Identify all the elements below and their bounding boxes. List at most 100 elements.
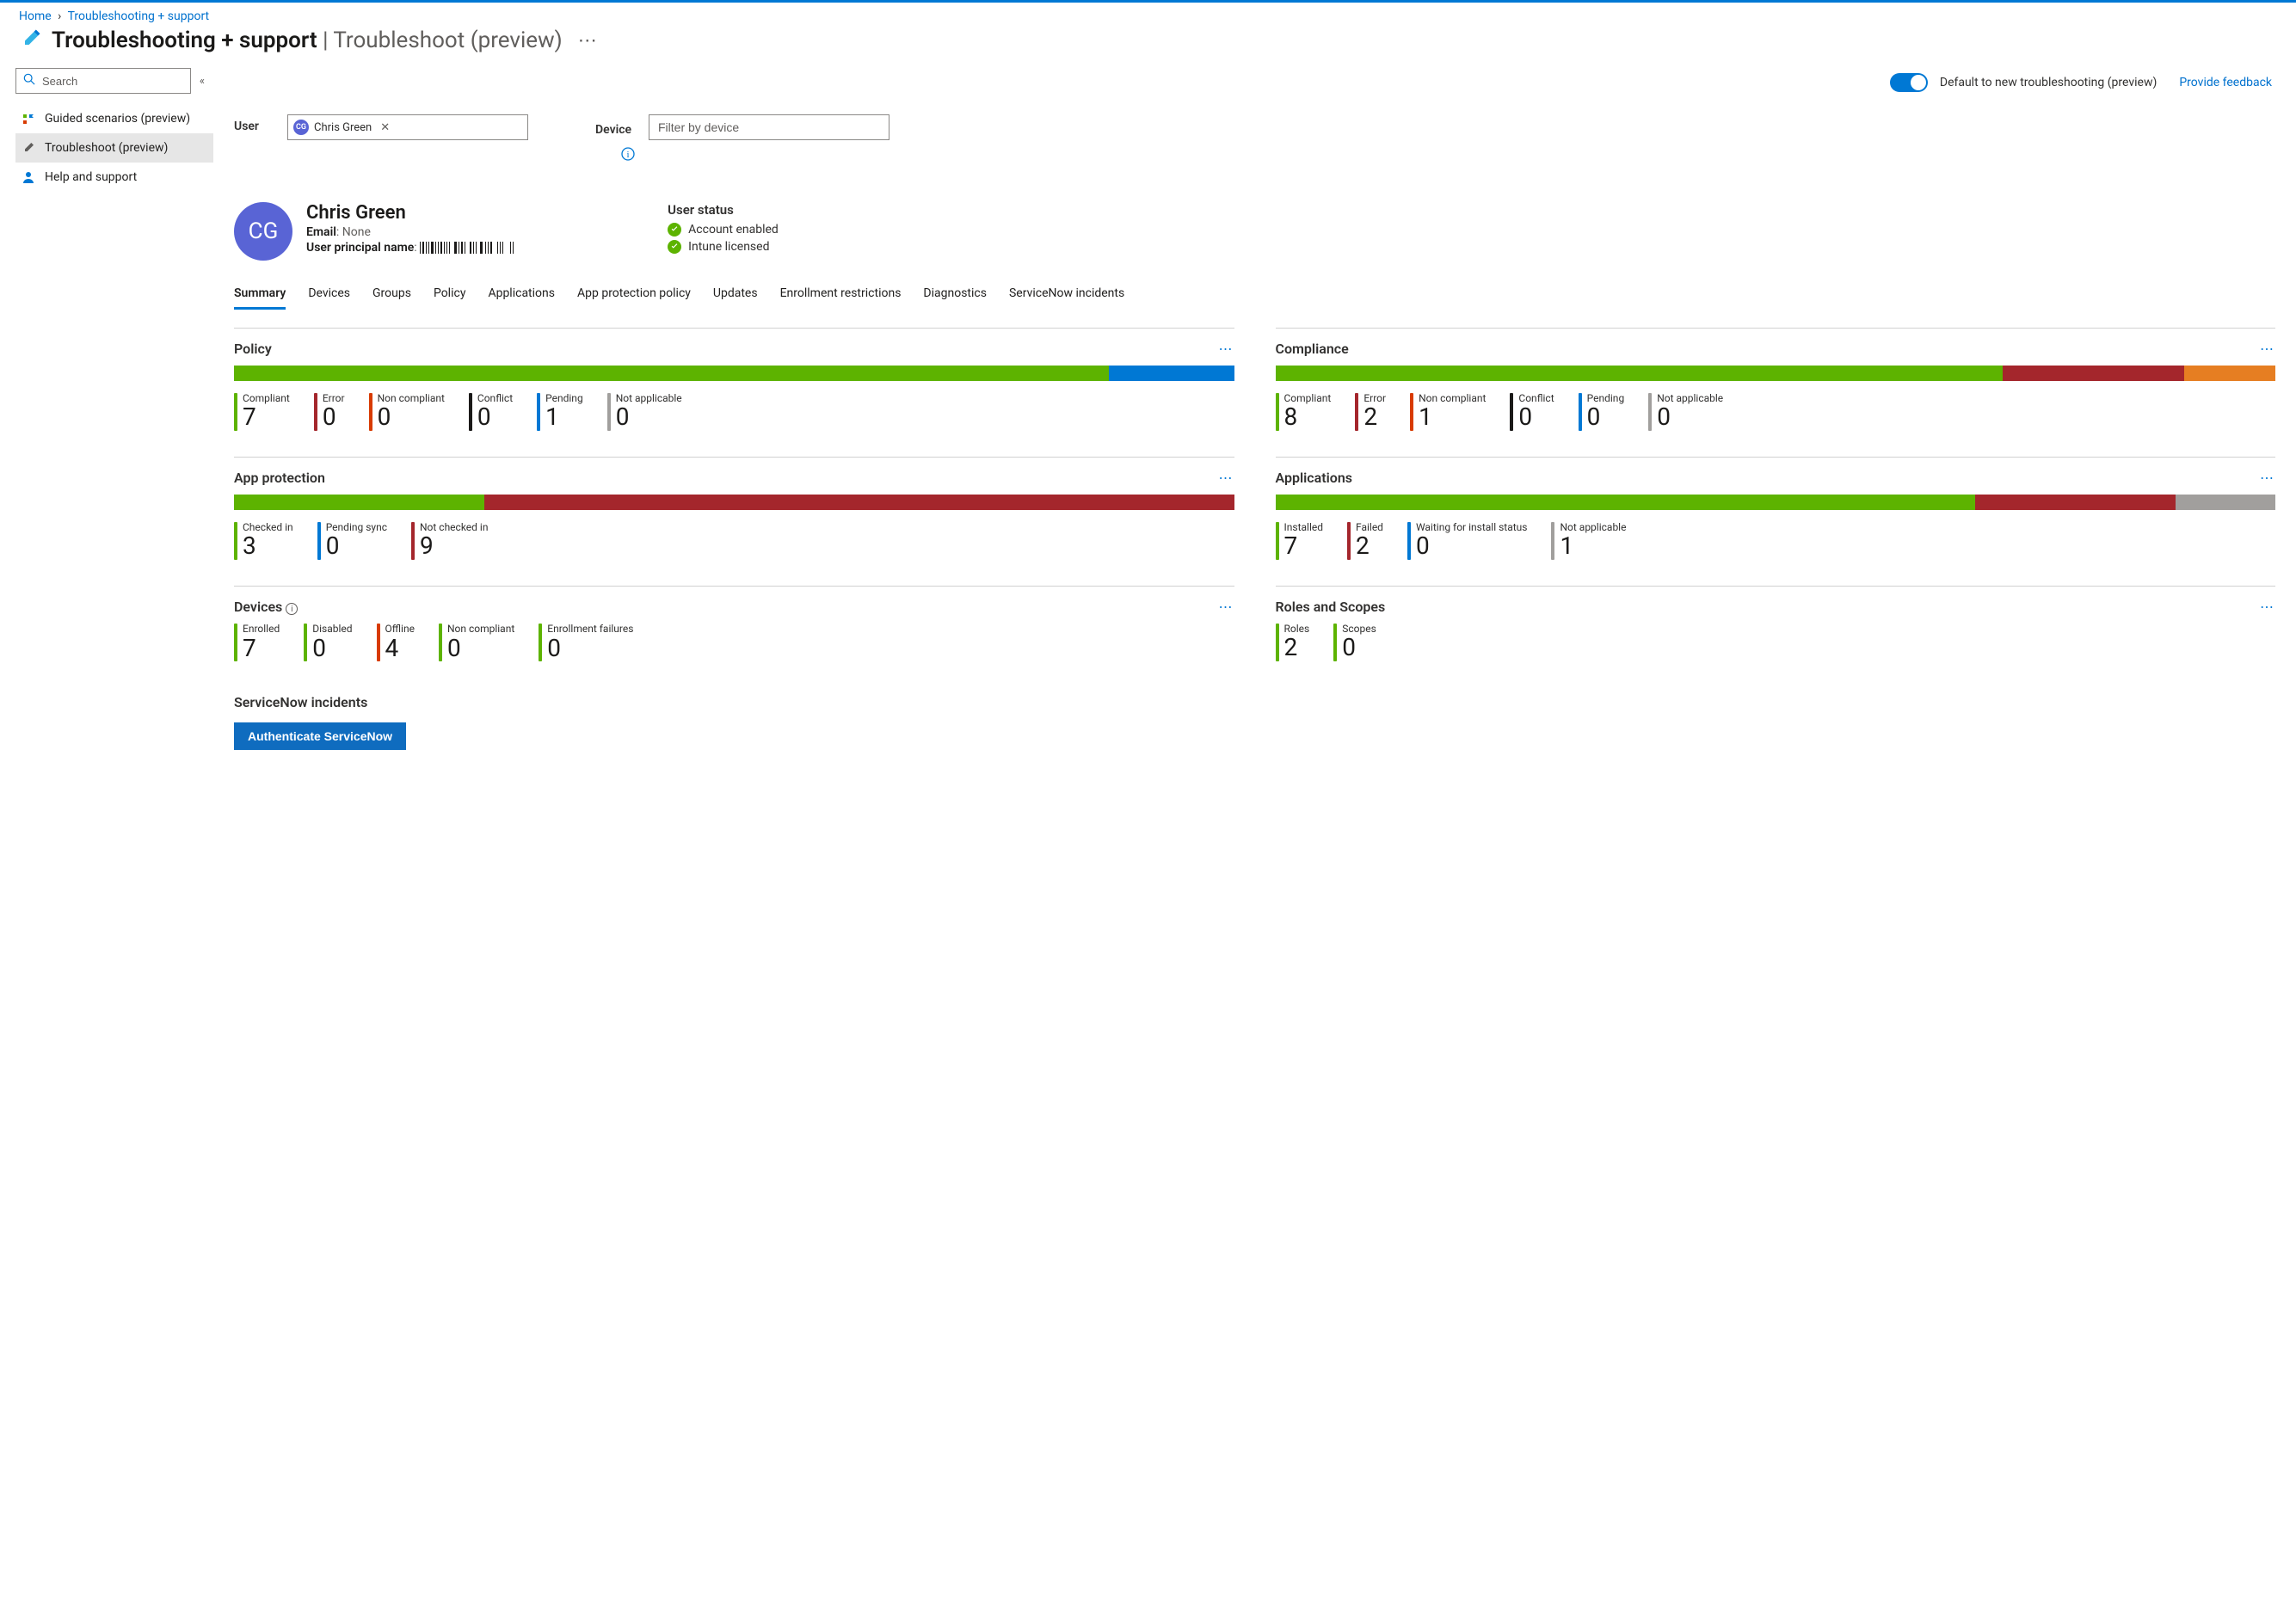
metric-compliant[interactable]: Compliant 8 [1276, 393, 1332, 431]
metric-not-checked-in[interactable]: Not checked in 9 [411, 522, 488, 560]
device-info-icon[interactable]: i [595, 140, 889, 161]
wrench-icon [21, 140, 36, 156]
user-chip-remove[interactable]: ✕ [377, 121, 390, 134]
metric-color-bar [234, 393, 237, 431]
card-overflow-menu[interactable]: ⋯ [2260, 470, 2275, 486]
card-overflow-menu[interactable]: ⋯ [1219, 341, 1234, 357]
metric-pending[interactable]: Pending 0 [1579, 393, 1625, 431]
metric-color-bar [469, 393, 472, 431]
authenticate-servicenow-button[interactable]: Authenticate ServiceNow [234, 722, 406, 750]
metric-value: 7 [243, 404, 290, 431]
card-policy: Policy ⋯ Compliant 7 Error 0 [234, 328, 1234, 457]
metric-color-bar [1276, 393, 1279, 431]
tab-applications[interactable]: Applications [488, 281, 555, 310]
metric-color-bar [539, 624, 542, 661]
tab-diagnostics[interactable]: Diagnostics [923, 281, 987, 310]
card-roles-scopes: Roles and Scopes ⋯ Roles 2 Scopes 0 [1276, 586, 2276, 687]
metric-color-bar [1347, 522, 1351, 560]
tab-servicenow-incidents[interactable]: ServiceNow incidents [1009, 281, 1124, 310]
sidebar-collapse-button[interactable]: « [200, 75, 205, 88]
card-overflow-menu[interactable]: ⋯ [2260, 599, 2275, 615]
breadcrumb-troubleshooting[interactable]: Troubleshooting + support [68, 9, 210, 23]
metric-roles[interactable]: Roles 2 [1276, 624, 1310, 661]
metric-value: 0 [1342, 635, 1376, 661]
metric-not-applicable[interactable]: Not applicable 1 [1551, 522, 1626, 560]
metric-pending-sync[interactable]: Pending sync 0 [317, 522, 387, 560]
provide-feedback-link[interactable]: Provide feedback [2179, 76, 2272, 89]
user-avatar: CG [234, 202, 292, 261]
sidebar-item-troubleshoot-preview-[interactable]: Troubleshoot (preview) [15, 133, 213, 163]
metric-color-bar [1579, 393, 1582, 431]
metric-offline[interactable]: Offline 4 [377, 624, 415, 661]
card-app-protection: App protection ⋯ Checked in 3 Pending sy… [234, 457, 1234, 586]
sidebar-search[interactable] [15, 68, 191, 94]
metric-scopes[interactable]: Scopes 0 [1333, 624, 1376, 661]
sidebar-item-guided-scenarios-preview-[interactable]: Guided scenarios (preview) [15, 104, 213, 133]
metric-disabled[interactable]: Disabled 0 [304, 624, 352, 661]
card-title: Compliance [1276, 341, 1349, 357]
tab-updates[interactable]: Updates [713, 281, 758, 310]
metric-error[interactable]: Error 0 [314, 393, 345, 431]
metric-color-bar [1551, 522, 1554, 560]
metric-pending[interactable]: Pending 1 [537, 393, 583, 431]
metric-enrollment-failures[interactable]: Enrollment failures 0 [539, 624, 633, 661]
metric-compliant[interactable]: Compliant 7 [234, 393, 290, 431]
metric-error[interactable]: Error 2 [1355, 393, 1386, 431]
default-troubleshoot-toggle[interactable]: Default to new troubleshooting (preview) [1890, 73, 2157, 92]
metric-non-compliant[interactable]: Non compliant 1 [1410, 393, 1486, 431]
metric-not-applicable[interactable]: Not applicable 0 [1648, 393, 1723, 431]
user-chip-avatar: CG [293, 120, 309, 135]
metric-value: 8 [1284, 404, 1332, 431]
stack-bar [1276, 495, 2276, 510]
metric-conflict[interactable]: Conflict 0 [1510, 393, 1554, 431]
card-overflow-menu[interactable]: ⋯ [1219, 599, 1234, 615]
status-line: Account enabled [668, 223, 779, 237]
metric-conflict[interactable]: Conflict 0 [469, 393, 513, 431]
metric-color-bar [1407, 522, 1411, 560]
card-overflow-menu[interactable]: ⋯ [1219, 470, 1234, 486]
device-filter-group: Device i [595, 114, 889, 161]
metric-checked-in[interactable]: Checked in 3 [234, 522, 293, 560]
metric-value: 2 [1284, 635, 1310, 661]
sidebar-search-input[interactable] [40, 74, 183, 89]
user-filter-box[interactable]: CG Chris Green ✕ [287, 114, 528, 140]
metric-color-bar [537, 393, 540, 431]
breadcrumb-home[interactable]: Home [19, 9, 52, 23]
tab-policy[interactable]: Policy [434, 281, 466, 310]
metric-waiting-for-install-status[interactable]: Waiting for install status 0 [1407, 522, 1528, 560]
guided-icon [21, 111, 36, 126]
metric-color-bar [607, 393, 611, 431]
metric-non-compliant[interactable]: Non compliant 0 [369, 393, 445, 431]
card-overflow-menu[interactable]: ⋯ [2260, 341, 2275, 357]
toggle-label: Default to new troubleshooting (preview) [1940, 76, 2157, 89]
metric-value: 1 [1560, 533, 1626, 560]
tab-summary[interactable]: Summary [234, 281, 286, 310]
info-icon[interactable]: i [286, 603, 298, 615]
tab-groups[interactable]: Groups [372, 281, 411, 310]
tab-app-protection-policy[interactable]: App protection policy [577, 281, 691, 310]
sidebar-item-label: Troubleshoot (preview) [45, 141, 168, 155]
metric-non-compliant[interactable]: Non compliant 0 [439, 624, 514, 661]
tab-enrollment-restrictions[interactable]: Enrollment restrictions [780, 281, 902, 310]
metric-value: 0 [616, 404, 682, 431]
metric-color-bar [377, 624, 380, 661]
metrics-row: Enrolled 7 Disabled 0 Offline 4 [234, 624, 1234, 661]
metric-not-applicable[interactable]: Not applicable 0 [607, 393, 682, 431]
metric-value: 2 [1363, 404, 1386, 431]
metric-value: 7 [1284, 533, 1324, 560]
device-filter-input[interactable] [649, 114, 889, 140]
toggle-switch-on[interactable] [1890, 73, 1928, 92]
metric-installed[interactable]: Installed 7 [1276, 522, 1324, 560]
user-upn-line: User principal name: [306, 241, 575, 255]
bar-segment [1109, 366, 1234, 381]
title-overflow-menu[interactable]: ⋯ [571, 30, 597, 52]
card-title: Devicesi [234, 599, 298, 616]
metric-failed[interactable]: Failed 2 [1347, 522, 1383, 560]
metric-enrolled[interactable]: Enrolled 7 [234, 624, 280, 661]
sidebar-item-help-and-support[interactable]: Help and support [15, 163, 213, 192]
metric-color-bar [234, 624, 237, 661]
tab-devices[interactable]: Devices [308, 281, 350, 310]
metric-value: 0 [1416, 533, 1528, 560]
bar-segment [2184, 366, 2275, 381]
metrics-row: Installed 7 Failed 2 Waiting for install… [1276, 522, 2276, 560]
